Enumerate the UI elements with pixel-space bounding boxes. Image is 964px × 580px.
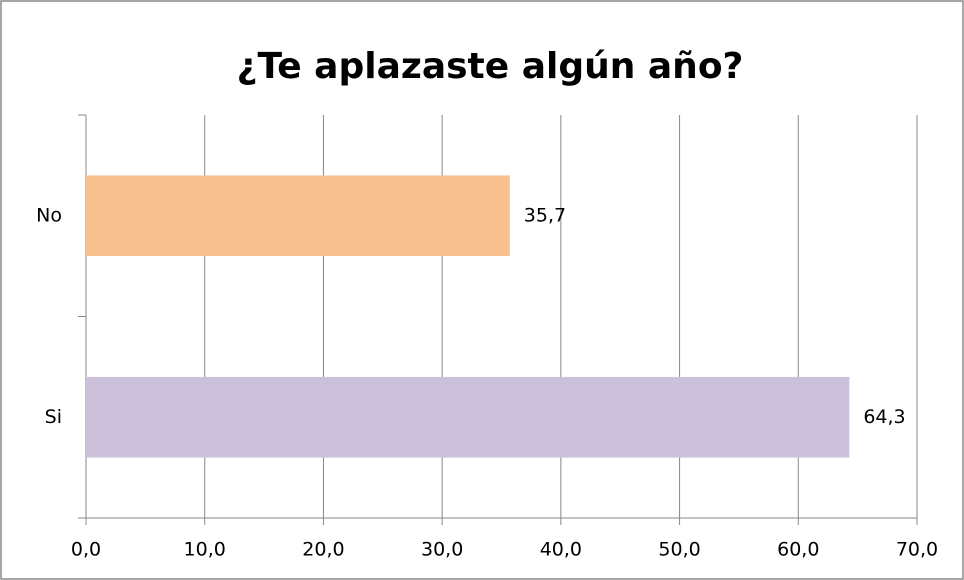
x-tick-label: 60,0 (777, 539, 819, 561)
value-label: 64,3 (863, 406, 905, 428)
y-tick-label: No (36, 204, 62, 226)
bar (86, 376, 850, 458)
chart-title: ¿Te aplazaste algún año? (237, 46, 744, 87)
x-tick-label: 30,0 (421, 539, 463, 561)
x-tick-label: 50,0 (658, 539, 700, 561)
bar (86, 175, 510, 257)
x-tick-label: 10,0 (184, 539, 226, 561)
x-tick-label: 0,0 (71, 539, 101, 561)
x-tick-label: 20,0 (302, 539, 344, 561)
x-tick-label: 40,0 (540, 539, 582, 561)
y-tick-label: Si (45, 406, 62, 428)
value-label: 35,7 (524, 204, 566, 226)
x-tick-label: 70,0 (896, 539, 938, 561)
